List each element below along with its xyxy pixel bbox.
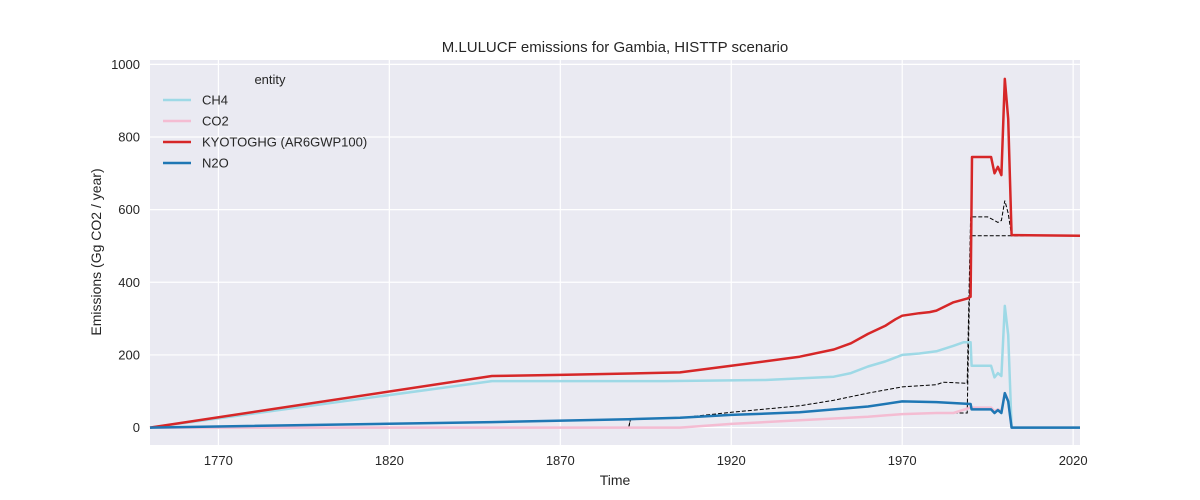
x-tick-label: 2020 — [1059, 453, 1088, 468]
x-tick-label: 1870 — [546, 453, 575, 468]
plot-background — [150, 60, 1080, 445]
x-tick-label: 1770 — [204, 453, 233, 468]
legend-label: CO2 — [202, 114, 229, 129]
series-line-ch4 — [149, 304, 1080, 429]
legend: entity CH4 CO2 KYOTOGHG (AR6GWP100) N2O — [163, 72, 367, 171]
y-tick-label: 600 — [118, 202, 140, 217]
x-axis-label: Time — [600, 472, 631, 488]
x-tick-label: 1920 — [717, 453, 746, 468]
y-tick-label: 400 — [118, 275, 140, 290]
y-tick-labels: 0 200 400 600 800 1000 — [111, 57, 140, 435]
chart-title: M.LULUCF emissions for Gambia, HISTTP sc… — [442, 39, 789, 56]
series-lines — [149, 77, 1081, 429]
reference-dashed-line — [628, 200, 1080, 428]
x-tick-label: 1820 — [375, 453, 404, 468]
legend-label: KYOTOGHG (AR6GWP100) — [202, 135, 367, 150]
y-tick-label: 200 — [118, 347, 140, 362]
series-line-kyotoghg-ar6gwp100 — [149, 77, 1081, 429]
series-line-n2o — [149, 391, 1080, 429]
y-axis-label: Emissions (Gg CO2 / year) — [88, 168, 104, 335]
legend-label: N2O — [202, 156, 229, 171]
legend-title: entity — [254, 72, 286, 87]
y-tick-label: 1000 — [111, 57, 140, 72]
y-tick-label: 0 — [133, 420, 140, 435]
y-tick-label: 800 — [118, 130, 140, 145]
x-tick-label: 1970 — [888, 453, 917, 468]
legend-label: CH4 — [202, 93, 228, 108]
x-tick-labels: 1770 1820 1870 1920 1970 2020 — [204, 453, 1088, 468]
